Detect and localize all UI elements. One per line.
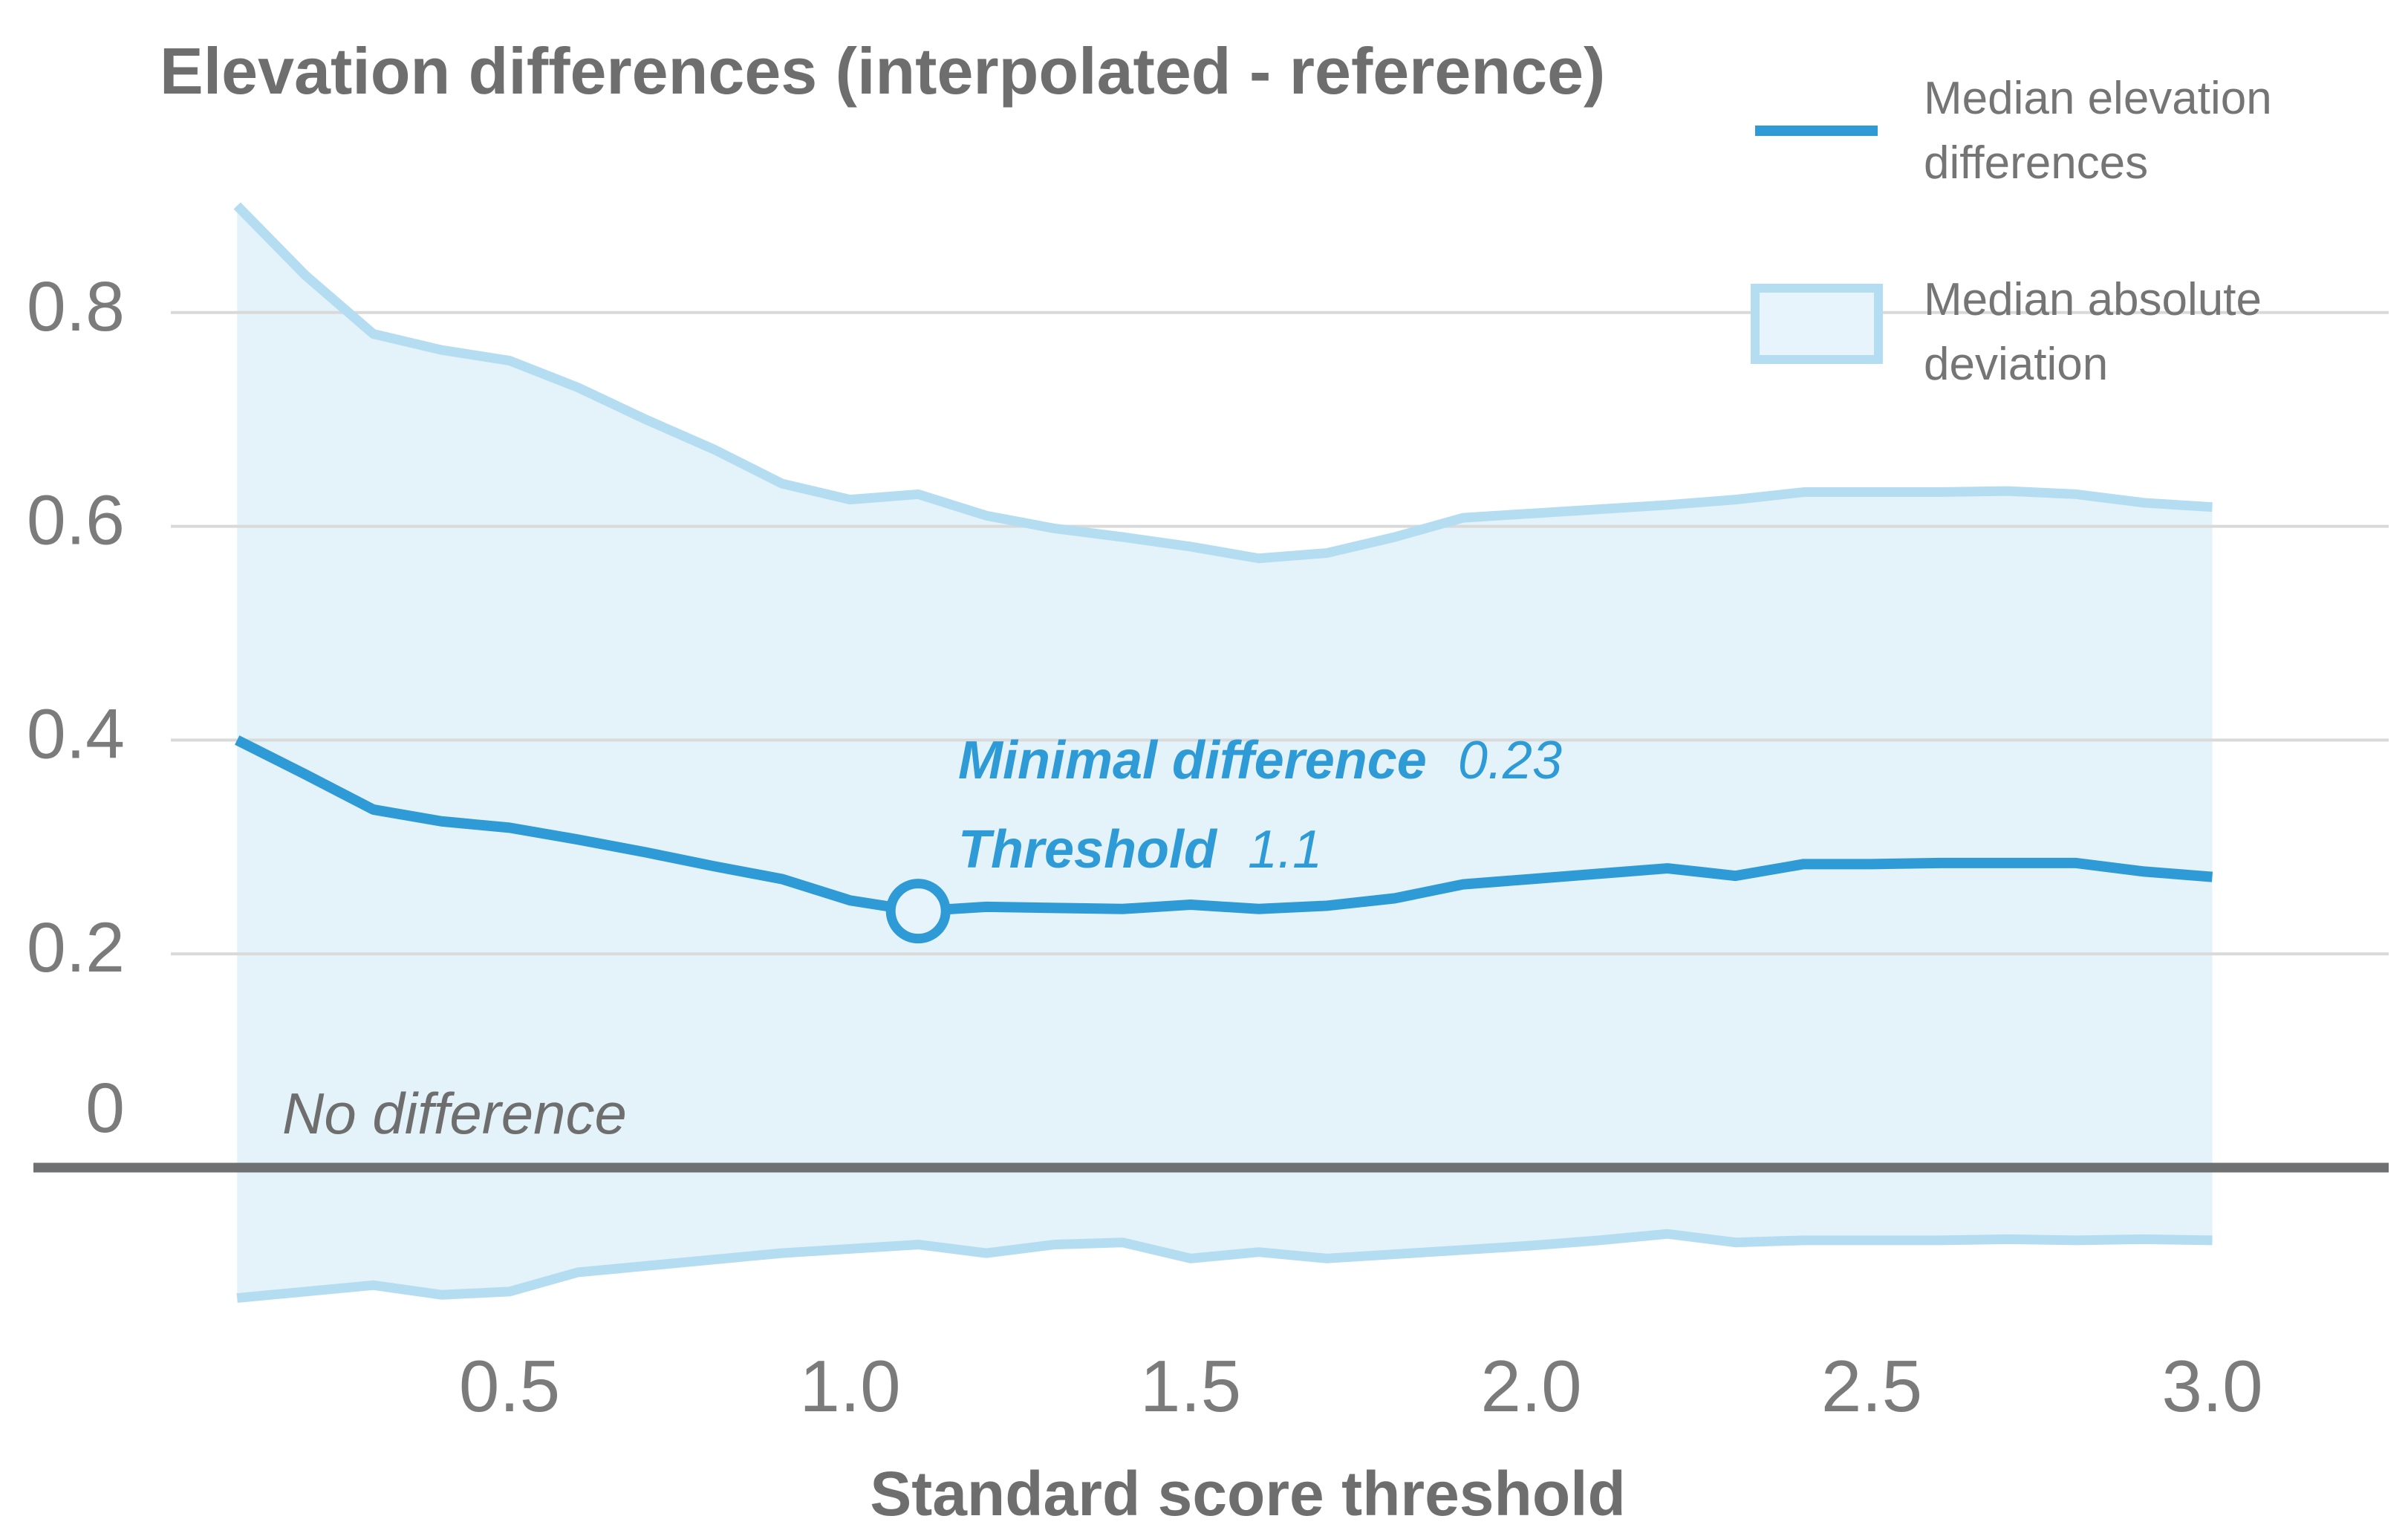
- legend-label-mad-2: deviation: [1924, 339, 2108, 390]
- legend-label-mad-1: Median absolute: [1924, 274, 2262, 325]
- annotation-min-value: 0.23: [1458, 731, 1562, 790]
- mad-band-bottom-edge: [236, 1229, 2213, 1304]
- y-tick-label-0.4: 0.4: [27, 694, 125, 773]
- annotation-line-1: Minimal difference 0.23: [958, 731, 1562, 790]
- no-difference-label: No difference: [282, 1081, 627, 1146]
- mad-band-top-edge: [233, 202, 2213, 564]
- annotation-threshold-value: 1.1: [1248, 820, 1322, 879]
- x-tick-label-1.0: 1.0: [799, 1345, 900, 1427]
- legend-label-median-line-1: Median elevation: [1924, 73, 2272, 124]
- y-tick-label-0.8: 0.8: [27, 267, 125, 346]
- legend-label-median-line-2: differences: [1924, 137, 2148, 189]
- annotation-min-label: Minimal difference: [958, 731, 1427, 790]
- gridlines: [171, 310, 2389, 956]
- legend: Median elevation differences Median abso…: [1751, 73, 2272, 390]
- chart-title: Elevation differences (interpolated - re…: [160, 34, 1605, 108]
- x-tick-label-3.0: 3.0: [2161, 1345, 2262, 1427]
- x-axis-title: Standard score threshold: [870, 1459, 1626, 1529]
- minimum-point-marker: [885, 879, 951, 944]
- y-tick-label-0.6: 0.6: [27, 481, 125, 560]
- x-axis-tick-labels: 0.5 1.0 1.5 2.0 2.5 3.0: [459, 1345, 2263, 1427]
- min-difference-annotation: Minimal difference 0.23 Threshold 1.1: [958, 731, 1562, 879]
- legend-band-swatch: [1751, 284, 1883, 364]
- mad-band-area: [237, 205, 2213, 1298]
- x-tick-label-0.5: 0.5: [459, 1345, 560, 1427]
- y-axis-tick-labels: 0.8 0.6 0.4 0.2 0: [27, 267, 125, 1148]
- mad-band-edges: [233, 202, 2213, 1304]
- median-line-series: [235, 735, 2213, 917]
- y-tick-label-0.2: 0.2: [27, 908, 125, 987]
- x-tick-label-1.5: 1.5: [1140, 1345, 1241, 1427]
- y-tick-label-0: 0: [85, 1069, 125, 1148]
- x-tick-label-2.5: 2.5: [1821, 1345, 1922, 1427]
- annotation-line-2: Threshold 1.1: [958, 820, 1322, 879]
- mad-band-fill: [237, 205, 2213, 1298]
- annotation-threshold-label: Threshold: [958, 820, 1218, 879]
- x-tick-label-2.0: 2.0: [1480, 1345, 1581, 1427]
